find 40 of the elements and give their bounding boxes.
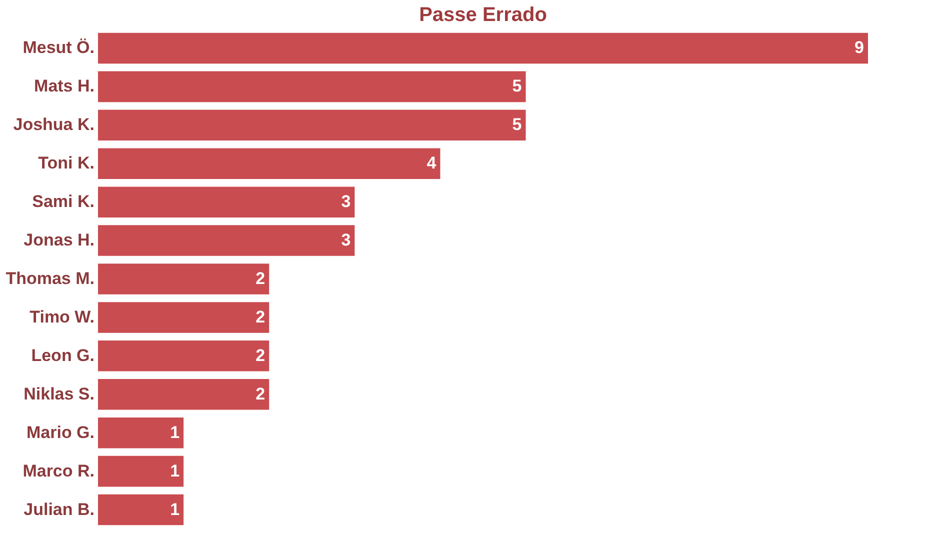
data-label: 1 — [170, 422, 180, 442]
data-label: 5 — [512, 76, 522, 96]
bar — [98, 110, 526, 141]
y-tick-label: Marco R. — [22, 461, 94, 480]
data-label: 9 — [854, 38, 864, 58]
bar — [98, 225, 355, 256]
y-tick-label: Joshua K. — [13, 115, 94, 134]
bar — [98, 302, 270, 333]
data-label: 5 — [512, 115, 522, 134]
bar — [98, 340, 270, 372]
bar — [98, 71, 526, 102]
data-label: 3 — [341, 230, 351, 250]
bar — [98, 456, 184, 487]
bar — [98, 32, 868, 64]
data-label: 2 — [256, 346, 266, 365]
y-tick-label: Niklas S. — [24, 384, 94, 404]
chart-title: Passe Errado — [419, 4, 547, 26]
y-tick-label: Leon G. — [31, 346, 94, 365]
y-tick-label: Mesut Ö. — [22, 38, 94, 58]
y-tick-label: Sami K. — [32, 192, 94, 212]
y-tick-label: Timo W. — [30, 307, 94, 326]
bar — [98, 494, 184, 526]
data-label: 3 — [341, 192, 351, 212]
bar — [98, 148, 440, 179]
data-label: 2 — [256, 269, 266, 288]
data-label: 1 — [170, 461, 180, 480]
bar — [98, 186, 355, 218]
y-tick-label: Mats H. — [34, 76, 94, 96]
bar — [98, 264, 270, 294]
data-label: 2 — [256, 307, 266, 326]
y-tick-label: Thomas M. — [6, 269, 94, 288]
y-tick-label: Jonas H. — [24, 230, 94, 250]
data-label: 1 — [170, 500, 180, 519]
bar — [98, 379, 270, 410]
y-tick-label: Mario G. — [26, 422, 94, 442]
data-label: 2 — [256, 384, 266, 404]
bar — [98, 417, 184, 448]
y-tick-label: Julian B. — [24, 500, 94, 519]
data-label: 4 — [426, 154, 437, 173]
y-tick-label: Toni K. — [38, 154, 94, 173]
